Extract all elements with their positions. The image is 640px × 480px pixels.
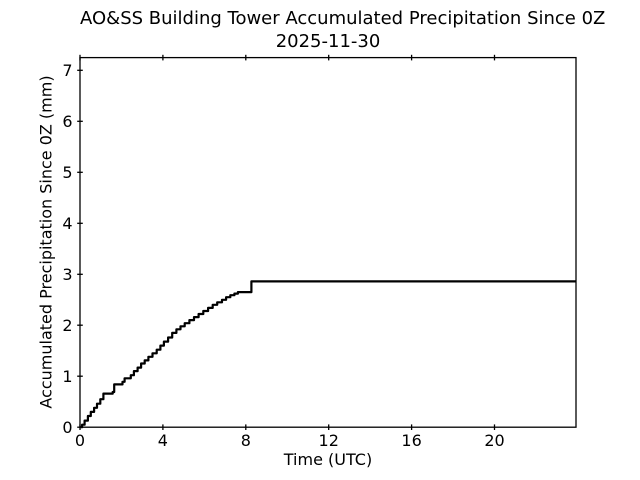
x-tick-label: 16 — [401, 431, 421, 450]
y-tick-label: 4 — [62, 214, 72, 233]
y-tick-label: 1 — [62, 367, 72, 386]
chart-title-line2: 2025-11-30 — [275, 31, 381, 52]
y-tick-label: 2 — [62, 316, 72, 335]
precipitation-step-line — [80, 280, 576, 429]
y-tick-label: 5 — [62, 163, 72, 182]
x-tick-label: 8 — [241, 431, 251, 450]
y-tick-label: 3 — [62, 265, 72, 284]
x-tick-label: 4 — [158, 431, 168, 450]
y-tick-label: 0 — [62, 418, 72, 437]
y-tick-label: 7 — [62, 61, 72, 80]
x-tick-label: 12 — [319, 431, 339, 450]
x-tick-label: 20 — [484, 431, 504, 450]
chart-title: AO&SS Building Tower Accumulated Precipi… — [80, 7, 606, 53]
x-tick-label: 0 — [75, 431, 85, 450]
chart-title-line1: AO&SS Building Tower Accumulated Precipi… — [80, 8, 606, 29]
axes-spines — [79, 56, 577, 428]
y-tick-label: 6 — [62, 112, 72, 131]
x-axis-label: Time (UTC) — [283, 450, 373, 469]
